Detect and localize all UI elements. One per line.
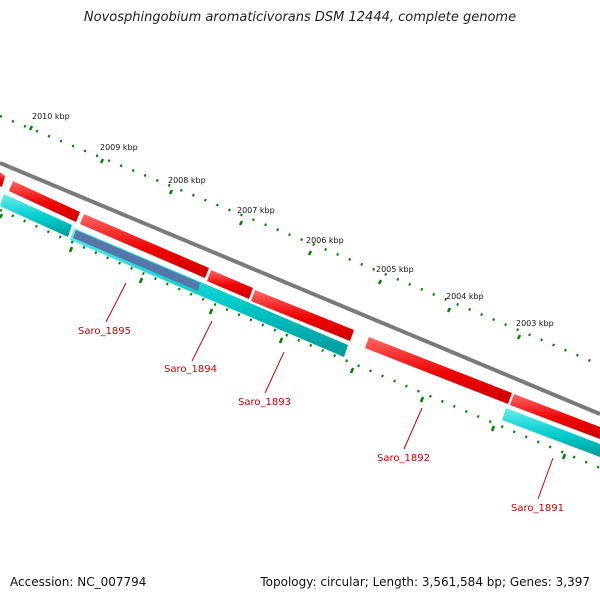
gene-arrow-fwd-0[interactable] (0, 172, 5, 187)
gene-arrow-fwd-4[interactable] (251, 290, 354, 341)
gene-arrow-fwd-5[interactable] (365, 337, 512, 404)
accession-text: Accession: NC_007794 (10, 575, 147, 589)
tick-2008 (168, 189, 174, 195)
ruler-label-2010: 2010 kbp (32, 112, 70, 121)
leader-saro-1894 (191, 320, 213, 362)
genome-backbone (0, 161, 600, 416)
map-title: Novosphingobium aromaticivorans DSM 1244… (83, 10, 517, 25)
gene-arrow-rev-highlight[interactable] (73, 230, 200, 291)
tick-2005 (377, 279, 383, 285)
gene-arrow-fwd-3[interactable] (207, 270, 253, 299)
tick-2006 (307, 250, 313, 256)
gene-label-saro-1895[interactable]: Saro_1895 (78, 326, 131, 337)
inner-major-ticks (0, 213, 567, 460)
ruler-label-2005: 2005 kbp (376, 265, 414, 274)
leader-saro-1893 (264, 351, 285, 394)
gene-label-saro-1891[interactable]: Saro_1891 (511, 503, 564, 514)
ruler-label-2008: 2008 kbp (168, 176, 206, 185)
ruler-label-2009: 2009 kbp (100, 143, 138, 152)
leader-saro-1895 (105, 282, 127, 323)
forward-strand-genes (0, 172, 600, 439)
gene-arrow-fwd-6[interactable] (510, 394, 600, 439)
reverse-strand-genes (0, 194, 600, 457)
tick-2010 (28, 125, 34, 131)
gene-label-leaders (105, 282, 554, 500)
ruler-label-2007: 2007 kbp (237, 206, 275, 215)
tick-2004 (446, 307, 452, 313)
tick-2003 (516, 334, 522, 340)
gene-arrow-fwd-2[interactable] (80, 214, 209, 278)
gene-arrow-fwd-1[interactable] (9, 181, 80, 222)
gene-arrow-rev-2[interactable] (502, 408, 600, 457)
gene-label-saro-1892[interactable]: Saro_1892 (377, 453, 430, 464)
ruler-dots-inner (0, 208, 600, 470)
tick-2007 (238, 220, 244, 226)
gene-arrow-rev-0[interactable] (0, 194, 72, 237)
ruler-label-2003: 2003 kbp (516, 319, 554, 328)
ruler-label-2004: 2004 kbp (446, 292, 484, 301)
tick-2009 (99, 158, 105, 164)
gene-label-saro-1893[interactable]: Saro_1893 (238, 397, 291, 408)
topology-text: Topology: circular; Length: 3,561,584 bp… (260, 575, 590, 589)
leader-saro-1891 (537, 457, 554, 500)
ruler-major-ticks (28, 125, 522, 340)
leader-saro-1892 (403, 407, 423, 450)
gene-label-saro-1894[interactable]: Saro_1894 (164, 364, 217, 375)
ruler-label-2006: 2006 kbp (306, 236, 344, 245)
